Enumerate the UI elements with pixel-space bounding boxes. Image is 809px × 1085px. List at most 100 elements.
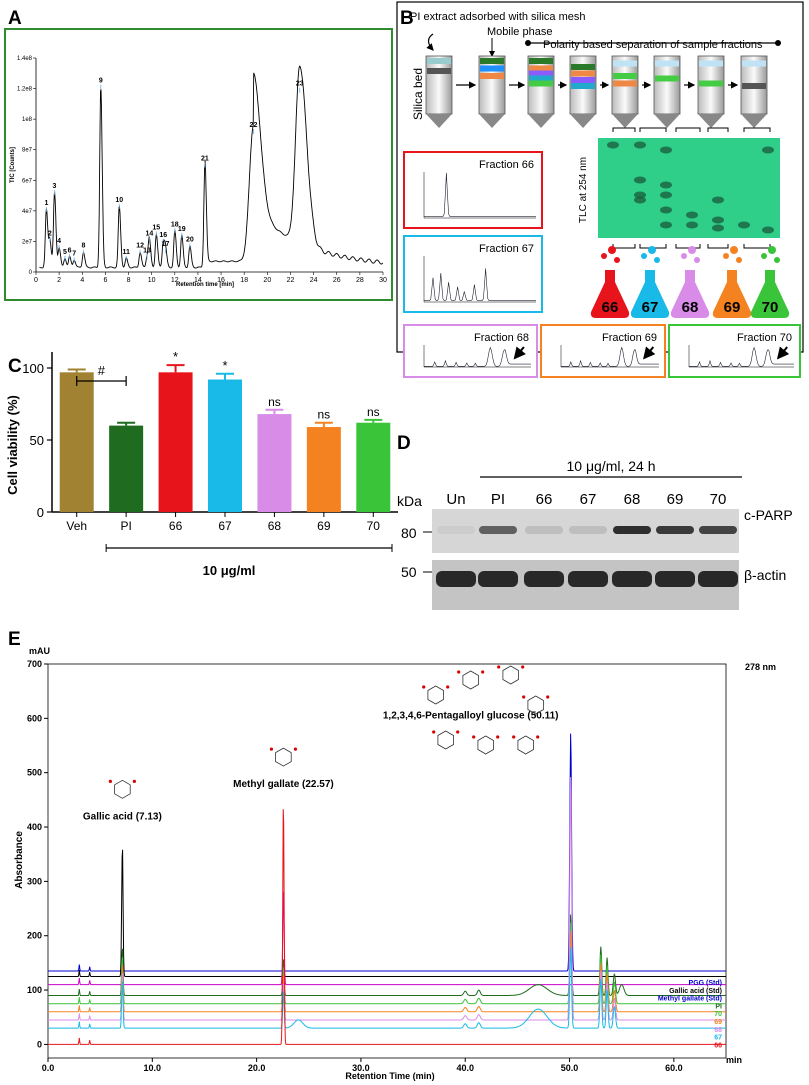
- panel-e-annotation: Methyl gallate (22.57): [233, 779, 334, 790]
- tlc-spot: [712, 224, 724, 232]
- tlc-bottom-bracket: [707, 244, 729, 249]
- panel-e-x-tick-label: 60.0: [665, 1063, 683, 1073]
- panel-a-axes: [35, 58, 383, 273]
- panel-e-series-69: [48, 930, 726, 1013]
- panel-d-kda-label: kDa: [397, 493, 422, 509]
- panel-d-actin-band: [478, 571, 518, 587]
- flask-bubble: [608, 246, 616, 254]
- column-2: [478, 55, 506, 128]
- panel-a-peak-label: 2: [48, 230, 52, 237]
- panel-e-y-tick-label: 500: [27, 768, 42, 778]
- panel-c-significance: ns: [268, 395, 281, 409]
- panel-a-y-tick-label: 4e7: [22, 209, 33, 215]
- panel-b-tlc-spots: [607, 127, 774, 249]
- hydroxyl-icon: [432, 730, 436, 734]
- panel-a-y-tick-label: 1.2e8: [17, 87, 33, 93]
- panel-e-legend-label: 66: [714, 1042, 722, 1049]
- flask-bubble: [730, 246, 738, 254]
- tlc-spot: [762, 146, 774, 154]
- panel-d-parp-band: [479, 526, 517, 534]
- tlc-bottom-bracket: [612, 244, 636, 249]
- hydroxyl-icon: [132, 779, 136, 783]
- fraction-box-border: [403, 151, 543, 229]
- tlc-top-bracket: [707, 127, 729, 132]
- panel-d-parp-band: [525, 526, 563, 534]
- panel-e-y-tick-label: 0: [37, 1039, 42, 1049]
- fraction-box-title: Fraction 70: [737, 332, 792, 344]
- panel-c-y-axis-label: Cell viability (%): [5, 395, 20, 495]
- hydroxyl-icon: [422, 685, 426, 689]
- tlc-spot: [686, 221, 698, 229]
- flask-bubble: [654, 257, 660, 263]
- hydroxyl-icon: [546, 695, 550, 699]
- column-tip: [654, 114, 680, 128]
- fraction-box-trace: [424, 172, 536, 217]
- panel-a-x-axis-label: Retention time [min]: [176, 282, 234, 288]
- hydroxyl-icon: [293, 747, 298, 751]
- column-band: [427, 58, 451, 64]
- panel-d-parp-band: [569, 526, 607, 534]
- panel-a-x-tick-label: 0: [34, 277, 38, 284]
- panel-c-y-tick-label: 0: [37, 505, 44, 520]
- panel-c-bar-69: [306, 427, 341, 512]
- panel-a-peak-label: 17: [162, 241, 170, 248]
- panel-c-category-label: Veh: [66, 519, 87, 533]
- panel-d-actin-band: [568, 571, 608, 587]
- panel-d-parp-band: [437, 526, 475, 534]
- panel-b-mobile-phase-label: Mobile phase: [487, 26, 552, 38]
- fraction-box-trace: [561, 346, 659, 367]
- benzene-ring-icon: [502, 665, 519, 685]
- panel-e-annotation: Gallic acid (7.13): [83, 811, 162, 822]
- fraction-box-68: Fraction 68: [403, 324, 538, 378]
- panel-a-peak-label: 5: [63, 249, 67, 256]
- panel-d-lane-label: 68: [624, 491, 641, 508]
- column-tip: [570, 114, 596, 128]
- flask-bubble: [761, 253, 767, 259]
- panel-e-legend-label: 69: [714, 1019, 722, 1026]
- tlc-spot: [660, 221, 672, 229]
- hydroxyl-icon: [269, 747, 274, 751]
- tlc-bottom-bracket: [743, 244, 771, 249]
- panel-a-peak-label: 20: [186, 237, 194, 244]
- panel-label-c: C: [8, 356, 22, 377]
- panel-a-x-tick-label: 22: [287, 277, 295, 284]
- hydroxyl-icon: [521, 665, 525, 669]
- flask-bubble: [681, 253, 687, 259]
- flask-bubble: [694, 257, 700, 263]
- panel-a-peak-label: 12: [136, 243, 144, 250]
- panel-c-bar-66: [158, 372, 193, 512]
- panel-a-x-tick-label: 6: [103, 277, 107, 284]
- column-band: [480, 73, 504, 79]
- fraction-box-border: [403, 324, 538, 378]
- hydroxyl-icon: [512, 735, 516, 739]
- panel-d-band-parp: c-PARP: [744, 507, 793, 523]
- column-band: [480, 58, 504, 64]
- fraction-box-66: Fraction 66: [403, 151, 543, 229]
- fraction-box-axes: [688, 345, 794, 368]
- tlc-spot: [660, 206, 672, 214]
- panel-a-y-axis-label: TIC [Counts]: [10, 147, 16, 183]
- fraction-box-arrow: [513, 346, 526, 360]
- column-band: [655, 60, 679, 67]
- column-tip: [698, 114, 724, 128]
- panel-a-y-tick-label: 2e7: [22, 239, 33, 245]
- panel-a-y-tick-label: 0: [29, 270, 33, 276]
- panel-d-marker-50: 50: [401, 564, 417, 580]
- column-band: [571, 64, 595, 70]
- column-band: [529, 70, 553, 77]
- flask-body: [750, 270, 790, 318]
- panel-e-legend-label: Gallic acid (Std): [669, 988, 722, 995]
- panel-d-actin-bands: [436, 571, 738, 587]
- column-tip: [479, 114, 505, 128]
- panel-e-unit-x: min: [726, 1055, 742, 1065]
- tlc-spot: [634, 191, 646, 199]
- flask-label: 67: [642, 299, 659, 316]
- hydroxyl-icon: [536, 735, 540, 739]
- flask-label: 70: [762, 299, 779, 316]
- panel-d-lane-label: 70: [710, 491, 727, 508]
- panel-a-x-tick-label: 12: [171, 277, 179, 284]
- tlc-spot: [660, 181, 672, 189]
- panel-e-legend-label: 68: [714, 1027, 722, 1034]
- panel-d-actin-band: [524, 571, 564, 587]
- flask-bubble: [688, 246, 696, 254]
